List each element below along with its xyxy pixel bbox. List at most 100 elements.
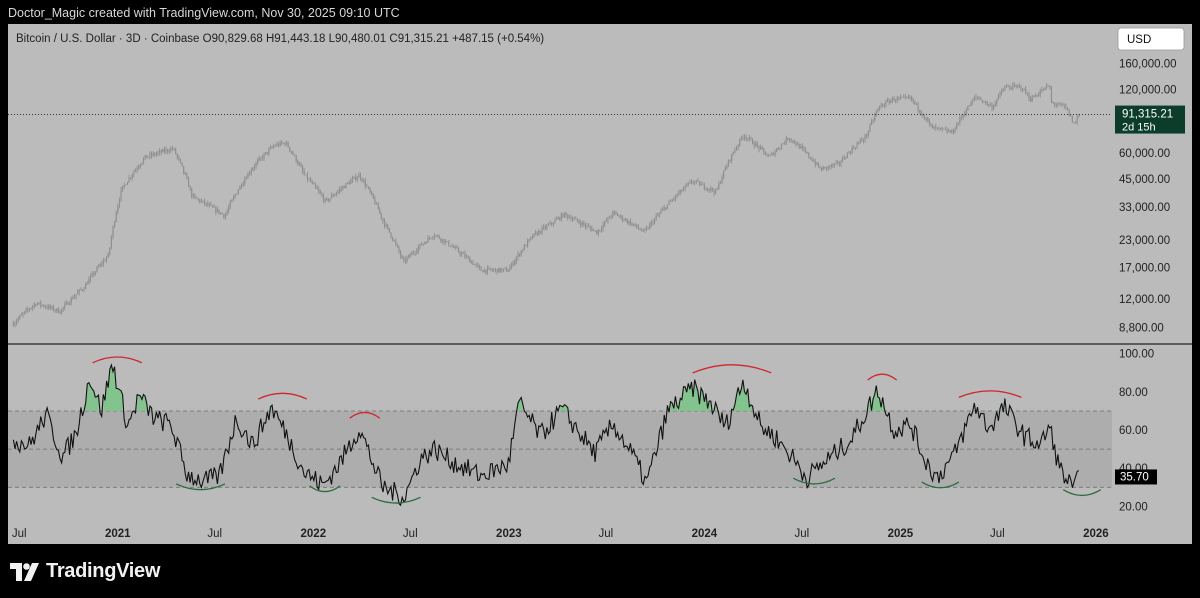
- price-axis-label: 160,000.00: [1119, 59, 1177, 71]
- price-candle: [493, 269, 495, 271]
- price-candle: [616, 213, 619, 217]
- time-axis-label: 2024: [692, 528, 718, 540]
- price-candle: [563, 212, 566, 218]
- price-candle: [981, 99, 983, 103]
- price-candle: [1044, 87, 1046, 91]
- price-candle: [784, 142, 786, 144]
- price-candle: [972, 100, 974, 102]
- price-candle: [451, 246, 453, 248]
- price-candle: [906, 96, 908, 98]
- price-candle: [1065, 105, 1067, 108]
- price-candle: [93, 273, 95, 275]
- price-candle: [978, 97, 980, 100]
- price-candle: [856, 143, 858, 148]
- price-candle: [866, 135, 868, 137]
- price-candle: [257, 160, 259, 164]
- price-candle: [573, 218, 575, 220]
- price-candle: [771, 153, 773, 155]
- price-candle: [154, 153, 156, 155]
- price-candle: [502, 268, 505, 270]
- price-candle: [435, 235, 437, 237]
- price-candle: [785, 137, 787, 143]
- price-candle: [825, 166, 828, 169]
- price-candle: [592, 230, 595, 231]
- price-candle: [356, 177, 358, 180]
- price-candle: [780, 144, 783, 148]
- axes: 160,000.00 120,000.00 60,000.00 45,000.00 33…: [8, 59, 1192, 540]
- chart-frame[interactable]: 160,000.00 120,000.00 60,000.00 45,000.00 33…: [8, 24, 1192, 544]
- price-candle: [138, 166, 140, 169]
- price-candle: [22, 313, 24, 315]
- price-candle: [73, 296, 76, 299]
- price-candle: [396, 243, 399, 247]
- price-candle: [684, 185, 686, 189]
- price-candle: [240, 185, 243, 187]
- price-candle: [86, 283, 88, 285]
- price-candle: [44, 306, 47, 308]
- price-candle: [687, 182, 689, 185]
- price-candle: [141, 162, 143, 165]
- price-candle: [761, 147, 763, 149]
- price-candle: [335, 193, 337, 195]
- price-candle: [657, 215, 659, 216]
- price-candle: [152, 153, 154, 156]
- price-candle: [268, 149, 270, 154]
- price-candle: [113, 221, 116, 227]
- peak-arc: [958, 390, 1022, 398]
- price-candle: [232, 196, 235, 200]
- price-candle: [477, 264, 479, 266]
- price-candle: [453, 246, 455, 248]
- price-candle: [861, 139, 863, 141]
- price-candle: [901, 97, 903, 98]
- price-candle: [941, 127, 943, 129]
- price-candle: [424, 242, 426, 244]
- price-candle: [633, 223, 635, 225]
- ohlc-part: C91,315.21: [389, 33, 448, 45]
- price-candle: [330, 195, 333, 199]
- price-candle: [629, 220, 632, 225]
- ohlc-part: H91,443.18: [266, 33, 325, 45]
- price-candle: [858, 142, 860, 144]
- price-candle: [663, 207, 665, 209]
- price-candle: [739, 138, 741, 146]
- price-candle: [894, 100, 897, 102]
- price-candle: [282, 142, 284, 144]
- price-candle: [35, 304, 37, 306]
- overbought-fill: [84, 382, 99, 411]
- price-candle: [1009, 86, 1011, 89]
- price-candle: [758, 145, 760, 150]
- price-candle: [628, 220, 630, 223]
- price-candle: [1031, 96, 1033, 102]
- chart-canvas[interactable]: 160,000.00 120,000.00 60,000.00 45,000.00 33…: [8, 24, 1192, 544]
- currency-button-label[interactable]: USD: [1127, 34, 1151, 46]
- price-candle: [766, 155, 768, 156]
- price-candle: [24, 311, 26, 314]
- price-candle: [792, 140, 794, 142]
- price-candle: [935, 126, 937, 128]
- price-candle: [893, 97, 895, 101]
- price-candle: [743, 136, 746, 138]
- price-candle: [716, 188, 718, 190]
- currency-button[interactable]: [1117, 27, 1185, 51]
- price-candle: [59, 312, 61, 314]
- price-candle: [300, 164, 302, 167]
- price-candle: [221, 212, 223, 215]
- price-candle: [867, 131, 869, 136]
- price-candle: [494, 269, 497, 271]
- price-candle: [388, 227, 390, 233]
- price-candle: [480, 267, 482, 271]
- price-candle: [991, 104, 993, 109]
- price-candle: [343, 186, 345, 189]
- price-candle: [755, 143, 757, 146]
- price-candle: [281, 142, 283, 144]
- price-candle: [32, 306, 34, 308]
- price-candle: [845, 157, 847, 159]
- price-candle: [173, 148, 175, 150]
- price-candle: [849, 152, 852, 153]
- price-candle: [560, 214, 562, 220]
- price-candle: [136, 168, 138, 170]
- price-candle: [870, 121, 873, 125]
- price-candle: [218, 209, 220, 214]
- tradingview-logo[interactable]: TradingView: [10, 560, 160, 583]
- price-candle: [649, 224, 651, 229]
